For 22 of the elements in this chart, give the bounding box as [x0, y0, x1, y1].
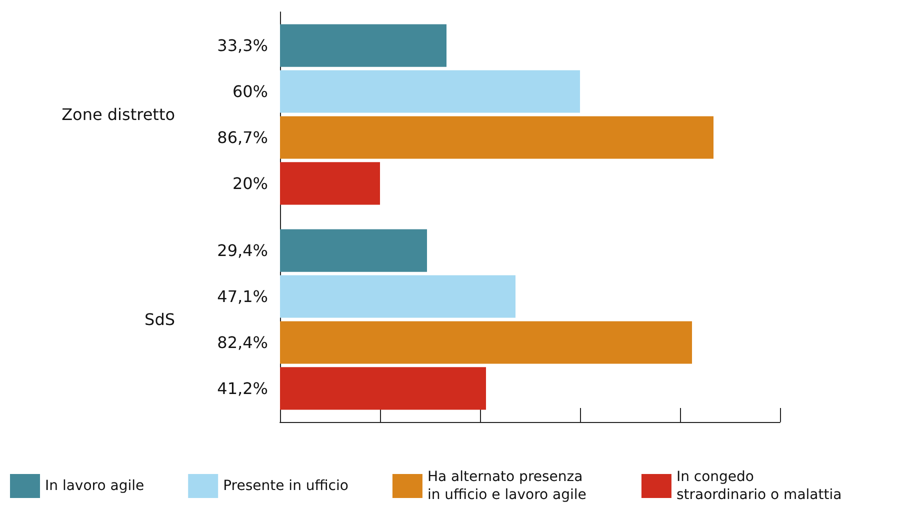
y-tick-label: SdS [144, 310, 175, 329]
bar [280, 229, 427, 272]
data-label: 47,1% [217, 287, 268, 306]
data-label: 20% [232, 174, 268, 193]
bar [280, 367, 486, 410]
y-tick-label: Zone distretto [62, 105, 175, 124]
data-label: 82,4% [217, 332, 268, 352]
legend-label: Presente in ufficio [223, 478, 348, 494]
data-label: 86,7% [217, 128, 268, 147]
legend-label: In lavoro agile [45, 478, 144, 494]
bar [280, 162, 380, 205]
data-label: 33,3% [217, 36, 268, 56]
data-label: 60% [232, 82, 268, 102]
legend-label: In congedo straordinario o malattia [676, 469, 842, 503]
bar [280, 70, 580, 113]
legend-label: Ha alternato presenza in ufficio e lavoro agile [427, 469, 588, 503]
bar [280, 24, 446, 67]
bar [280, 321, 692, 364]
bar [280, 116, 714, 159]
data-label: 29,4% [217, 241, 268, 260]
bar [280, 275, 516, 318]
data-label: 41,2% [217, 378, 268, 398]
